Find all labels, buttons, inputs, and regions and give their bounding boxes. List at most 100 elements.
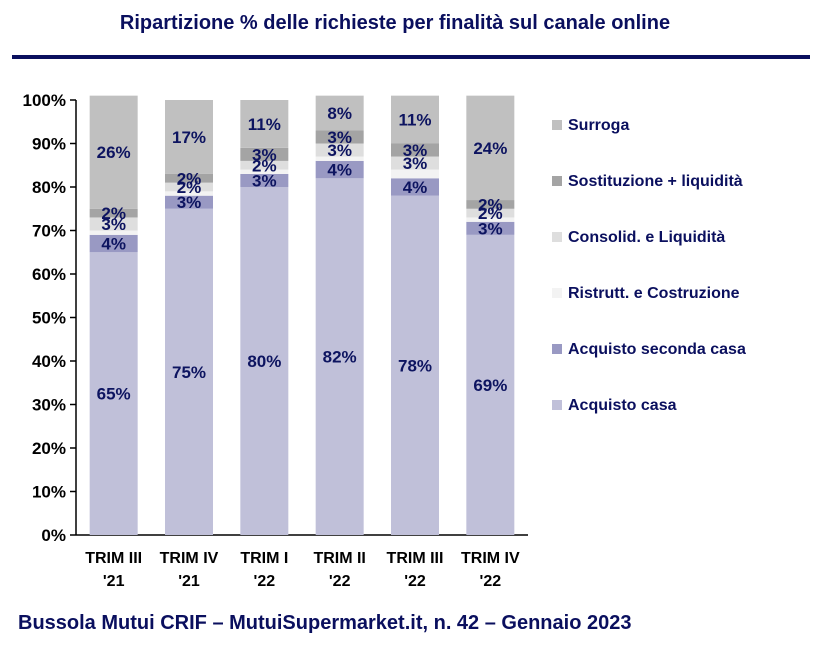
bar-acquisto-casa (391, 195, 439, 535)
data-label-acquisto-seconda-casa: 4% (101, 235, 126, 254)
data-label-acquisto-casa: 65% (97, 385, 131, 404)
chart-title: Ripartizione % delle richieste per final… (119, 12, 671, 34)
y-tick-label: 0% (41, 526, 66, 545)
legend: Surroga Sostituzione + liquidità Consolid.… (552, 117, 746, 414)
y-tick-label: 80% (32, 178, 66, 197)
data-label-acquisto-casa: 69% (473, 376, 507, 395)
bar-acquisto-casa (466, 234, 515, 535)
y-tick-label: 90% (32, 135, 66, 154)
data-label-sostituzione-liquidita: 2% (101, 204, 126, 223)
data-label-acquisto-casa: 75% (172, 363, 206, 382)
bar-surroga (315, 95, 364, 131)
legend-label-acquisto-casa: Acquisto casa (568, 397, 677, 414)
y-tick-label: 30% (32, 396, 66, 415)
bar-sostituzione-liquidita (165, 173, 213, 183)
data-label-surroga: 17% (172, 128, 206, 147)
y-tick-label: 50% (32, 309, 66, 328)
x-category-label: '22 (404, 573, 426, 590)
x-category-label: '22 (329, 573, 351, 590)
data-label-sostituzione-liquidita: 3% (327, 128, 352, 147)
x-category-label: '21 (103, 573, 125, 590)
data-label-sostituzione-liquidita: 3% (252, 145, 277, 164)
bar-ristrutt-e-costruzione (240, 169, 289, 174)
bar-surroga (240, 100, 289, 148)
data-label-acquisto-seconda-casa: 3% (177, 193, 202, 212)
data-label-consolid-e-liquidita: 3% (327, 141, 352, 160)
legend-swatch-acquisto-casa (552, 400, 562, 410)
legend-label-ristrutt-e-costruzione: Ristrutt. e Costruzione (568, 285, 740, 302)
x-category-label: TRIM II (313, 550, 365, 567)
x-category-label: TRIM I (240, 550, 288, 567)
data-label-surroga: 24% (473, 139, 507, 158)
data-label-consolid-e-liquidita: 3% (101, 215, 126, 234)
data-label-consolid-e-liquidita: 2% (478, 204, 503, 223)
legend-swatch-acquisto-seconda-casa (552, 344, 562, 354)
bar-acquisto-casa (315, 178, 364, 536)
data-label-surroga: 11% (398, 111, 431, 130)
data-label-acquisto-seconda-casa: 3% (252, 171, 277, 190)
bar-consolid-e-liquidita (240, 160, 289, 170)
source-footer: Bussola Mutui CRIF – MutuiSupermarket.it… (18, 612, 632, 634)
x-category-label: TRIM III (85, 550, 142, 567)
bar-acquisto-casa (165, 208, 213, 535)
bar-consolid-e-liquidita (466, 208, 515, 218)
legend-swatch-ristrutt-e-costruzione (552, 288, 562, 298)
legend-label-sostituzione-liquidita: Sostituzione + liquidità (568, 173, 743, 190)
data-label-acquisto-casa: 80% (247, 352, 281, 371)
bar-acquisto-seconda-casa (89, 234, 138, 253)
bar-ristrutt-e-costruzione (466, 217, 515, 222)
bar-ristrutt-e-costruzione (391, 169, 439, 179)
legend-swatch-surroga (552, 120, 562, 130)
legend-label-surroga: Surroga (568, 117, 629, 134)
bar-consolid-e-liquidita (89, 217, 138, 231)
legend-label-acquisto-seconda-casa: Acquisto seconda casa (568, 341, 746, 358)
title-underline (12, 55, 810, 59)
x-axis-labels: TRIM III '21 TRIM IV '21 TRIM I '22 TRIM II '22… (85, 550, 520, 590)
data-label-sostituzione-liquidita: 2% (478, 195, 503, 214)
bar-sostituzione-liquidita (315, 130, 364, 144)
data-label-acquisto-casa: 78% (398, 356, 432, 375)
y-tick-label: 60% (32, 265, 66, 284)
legend-swatch-sostituzione-liquidita (552, 176, 562, 186)
x-category-label: TRIM IV (160, 550, 219, 567)
data-label-acquisto-casa: 82% (323, 348, 357, 367)
data-label-acquisto-seconda-casa: 4% (403, 178, 428, 197)
bar-acquisto-casa (240, 187, 289, 535)
bar-ristrutt-e-costruzione (89, 230, 138, 235)
data-label-acquisto-seconda-casa: 4% (327, 161, 352, 180)
y-tick-label: 100% (23, 91, 66, 110)
bar-ristrutt-e-costruzione (165, 191, 213, 196)
bar-consolid-e-liquidita (315, 143, 364, 157)
x-category-label: TRIM IV (461, 550, 520, 567)
y-tick-label: 10% (32, 483, 66, 502)
y-axis: 0% 10% 20% 30% 40% 50% 60% 70% 80% 90% 100% (23, 91, 528, 545)
data-label-surroga: 8% (327, 104, 352, 123)
bar-sostituzione-liquidita (89, 208, 138, 218)
bar-acquisto-seconda-casa (240, 173, 289, 187)
data-label-consolid-e-liquidita: 2% (252, 156, 277, 175)
x-category-label: '22 (254, 573, 276, 590)
bar-acquisto-seconda-casa (165, 195, 213, 209)
legend-label-consolid-e-liquidita: Consolid. e Liquidità (568, 229, 725, 246)
bar-sostituzione-liquidita (466, 200, 515, 209)
bar-ristrutt-e-costruzione (315, 156, 364, 161)
data-label-surroga: 26% (97, 143, 131, 162)
bar-sostituzione-liquidita (240, 147, 289, 161)
bar-acquisto-seconda-casa (391, 178, 439, 196)
bar-surroga (466, 95, 515, 201)
bar-consolid-e-liquidita (391, 156, 439, 170)
bar-acquisto-seconda-casa (315, 160, 364, 179)
y-tick-label: 40% (32, 352, 66, 371)
y-tick-label: 70% (32, 222, 66, 241)
legend-swatch-consolid-e-liquidita (552, 232, 562, 242)
data-labels: 65%4%3%2%26%75%3%2%2%17%80%3%2%3%11%82%4… (97, 104, 508, 404)
x-category-label: '21 (178, 573, 200, 590)
x-category-label: '22 (480, 573, 502, 590)
data-label-sostituzione-liquidita: 2% (177, 169, 202, 188)
data-label-surroga: 11% (248, 115, 281, 134)
bar-surroga (165, 100, 213, 174)
bars (89, 95, 515, 536)
data-label-acquisto-seconda-casa: 3% (478, 219, 503, 238)
bar-surroga (89, 95, 138, 209)
